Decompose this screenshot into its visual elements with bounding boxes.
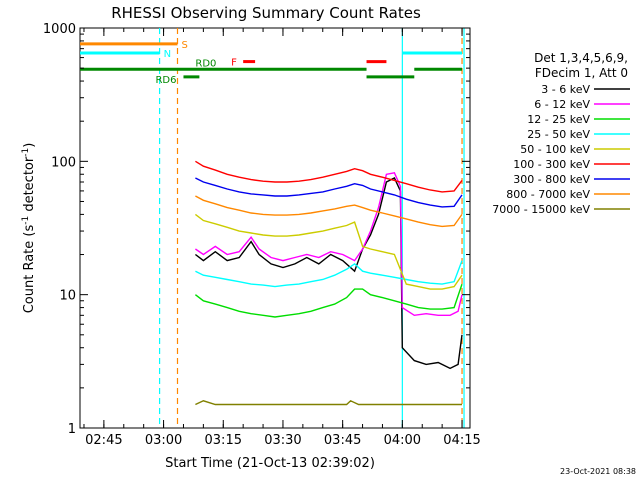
series-line: [194, 213, 463, 290]
y-axis-label-sup-1: -1: [21, 216, 31, 225]
x-tick-label: 03:45: [324, 433, 361, 448]
series-line: [195, 260, 463, 288]
footer-date: 23-Oct-2021 08:38: [560, 467, 636, 476]
x-axis-label: Start Time (21-Oct-13 02:39:02): [165, 456, 375, 471]
y-axis-label-end: ): [22, 143, 37, 148]
y-axis-label-mid: detector: [22, 156, 37, 216]
series-line: [195, 195, 463, 228]
state-bar-label: RD0: [195, 58, 216, 69]
legend-label: 25 - 50 keV: [527, 128, 590, 141]
attenuator-state-bars: SN F RD0 RD6: [80, 40, 463, 86]
legend-header-2: FDecim 1, Att 0: [535, 66, 628, 80]
series-line: [194, 283, 463, 318]
legend-label: 100 - 300 keV: [513, 158, 590, 171]
y-tick-label: 1: [68, 422, 76, 437]
legend: Det 1,3,4,5,6,9, FDecim 1, Att 0 3 - 6 k…: [492, 51, 630, 216]
state-bar-label: S: [182, 40, 188, 51]
x-tick-label: 04:00: [384, 433, 421, 448]
legend-label: 6 - 12 keV: [534, 98, 590, 111]
x-tick-label: 03:00: [145, 433, 182, 448]
state-bar-label: RD6: [155, 75, 176, 86]
x-tick-label: 03:15: [205, 433, 242, 448]
legend-label: 7000 - 15000 keV: [492, 203, 590, 216]
legend-label: 800 - 7000 keV: [506, 188, 590, 201]
y-axis-label-main: Count Rate (s: [22, 225, 37, 314]
series-line: [195, 160, 463, 193]
chart-title: RHESSI Observing Summary Count Rates: [111, 4, 421, 22]
x-tick-label: 02:45: [85, 433, 122, 448]
y-tick-label: 10: [59, 289, 76, 304]
y-axis: 1 10 100 1000: [43, 22, 470, 437]
state-bar-label: N: [164, 49, 171, 60]
legend-label: 50 - 100 keV: [520, 143, 590, 156]
plot-frame: [79, 27, 471, 429]
y-axis-label-sup-2: -1: [21, 148, 31, 157]
x-axis: 02:45 03:00 03:15 03:30 03:45 04:00 04:15: [83, 28, 481, 448]
x-tick-label: 03:30: [264, 433, 301, 448]
y-tick-label: 100: [51, 155, 76, 170]
series-line: [194, 177, 463, 370]
y-tick-label: 1000: [43, 22, 76, 37]
vertical-markers: [158, 28, 465, 428]
legend-label: 300 - 800 keV: [513, 173, 590, 186]
y-axis-label: Count Rate (s-1 detector-1): [21, 143, 37, 314]
legend-label: 12 - 25 keV: [527, 113, 590, 126]
legend-label: 3 - 6 keV: [541, 83, 590, 96]
x-tick-label: 04:15: [443, 433, 480, 448]
series-lines: [194, 160, 463, 406]
series-line: [195, 177, 463, 208]
legend-header-1: Det 1,3,4,5,6,9,: [534, 51, 628, 65]
state-bar-label: F: [231, 58, 237, 69]
plot-area: SN F RD0 RD6: [79, 27, 471, 429]
series-line: [195, 399, 462, 406]
series-line: [195, 172, 463, 317]
